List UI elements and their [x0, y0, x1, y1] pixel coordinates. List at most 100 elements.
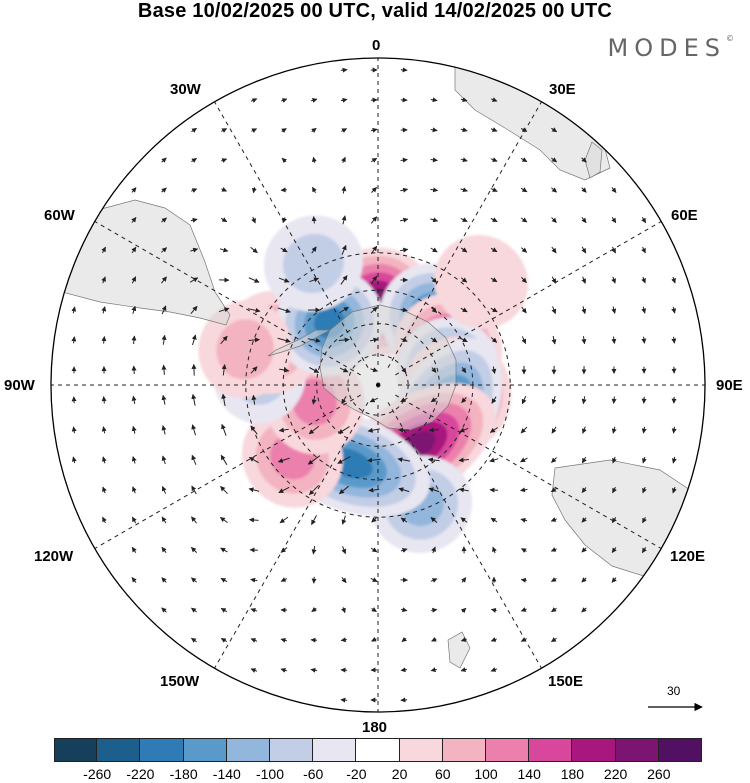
wind-vector: [520, 637, 527, 642]
wind-vector: [461, 577, 467, 583]
wind-vector: [191, 607, 197, 613]
wind-vector: [101, 426, 107, 434]
brand-logo: MODES©: [608, 34, 734, 62]
wind-vector: [190, 637, 197, 643]
wind-vector: [430, 157, 438, 163]
wind-vector: [460, 307, 468, 313]
wind-vector: [191, 516, 197, 524]
wind-vector: [400, 157, 408, 163]
wind-vector: [671, 336, 677, 344]
wind-vector: [191, 454, 197, 465]
wind-vector: [311, 156, 317, 163]
wind-vector: [489, 427, 498, 433]
wind-vector: [671, 426, 677, 434]
wind-vector: [490, 127, 498, 132]
south-pole-marker: [375, 382, 381, 388]
wind-vector: [460, 97, 468, 103]
wind-vector: [341, 607, 346, 614]
wind-vector: [430, 307, 438, 313]
wind-vector: [371, 607, 377, 613]
wind-vector: [307, 337, 321, 343]
wind-vector: [131, 365, 137, 375]
wind-vector: [581, 607, 587, 613]
land-masses: [51, 58, 705, 669]
wind-vector: [611, 246, 616, 254]
wind-vector: [132, 486, 137, 494]
wind-vector: [190, 547, 197, 553]
wind-vector: [550, 517, 557, 522]
wind-vector: [248, 487, 260, 493]
wind-vector: [489, 457, 499, 463]
wind-vector: [427, 457, 440, 463]
wind-vector: [278, 277, 290, 283]
wind-vector: [161, 607, 167, 613]
wind-vector: [251, 394, 257, 405]
wind-vector: [161, 187, 167, 193]
wind-vector: [521, 277, 527, 283]
wind-vector: [491, 366, 497, 375]
wind-vector: [520, 487, 528, 493]
wind-vector: [671, 456, 677, 464]
colorbar: [54, 738, 703, 762]
wind-vector: [431, 636, 437, 642]
wind-vector: [249, 547, 258, 553]
wind-vector: [581, 517, 587, 523]
colorbar-swatch: [226, 738, 271, 762]
wind-vector: [341, 185, 347, 194]
wind-vector: [191, 188, 198, 193]
wind-vector: [367, 427, 380, 433]
wind-vector: [341, 128, 348, 133]
wind-vector: [460, 127, 468, 133]
wind-vector: [250, 638, 258, 643]
wind-vector: [581, 487, 587, 493]
wind-vector: [581, 456, 587, 464]
colorbar-swatch: [442, 738, 487, 762]
lon-label-150w: 150W: [160, 673, 200, 690]
wind-vector: [131, 425, 137, 434]
wind-vector: [551, 607, 557, 613]
wind-vector: [430, 127, 438, 133]
wind-vector: [671, 276, 676, 284]
wind-vector: [611, 276, 616, 284]
wind-vector: [250, 668, 258, 673]
wind-vector: [191, 334, 197, 346]
wind-vector: [221, 393, 227, 406]
wind-vector: [220, 454, 228, 466]
wind-vector: [221, 423, 227, 436]
wind-vector: [161, 394, 167, 405]
colorbar-tick-label: -20: [346, 766, 367, 782]
wind-vector: [398, 487, 410, 493]
wind-vector: [311, 606, 317, 613]
wind-vector: [131, 335, 137, 345]
wind-vector: [641, 246, 646, 254]
wind-vector: [461, 367, 467, 374]
wind-vector: [131, 276, 137, 284]
wind-vector: [370, 157, 378, 163]
wind-vector: [400, 187, 409, 193]
wind-vector: [490, 217, 498, 223]
wind-vector: [551, 127, 558, 133]
map-title: Base 10/02/2025 00 UTC, valid 14/02/2025…: [137, 0, 613, 22]
wind-vector: [401, 636, 407, 643]
wind-vector: [611, 396, 617, 404]
wind-vector: [220, 547, 228, 553]
wind-vector: [369, 397, 379, 403]
wind-vector: [520, 127, 528, 132]
meridian-line: [214, 101, 369, 368]
wind-vector: [311, 515, 317, 526]
wind-vector: [189, 277, 199, 283]
colorbar-tick-label: -60: [303, 766, 324, 782]
wind-vector: [221, 364, 227, 376]
wind-vector: [490, 277, 498, 283]
wind-vector: [612, 456, 617, 464]
wind-vector: [551, 457, 557, 463]
wind-vector: [520, 607, 527, 612]
wind-vector: [308, 425, 320, 435]
wind-vector: [370, 127, 378, 133]
wind-vector: [520, 217, 528, 223]
wind-vector: [219, 247, 229, 253]
wind-vector: [520, 517, 528, 523]
wind-vector: [248, 337, 260, 343]
colorbar-swatch: [615, 738, 659, 762]
